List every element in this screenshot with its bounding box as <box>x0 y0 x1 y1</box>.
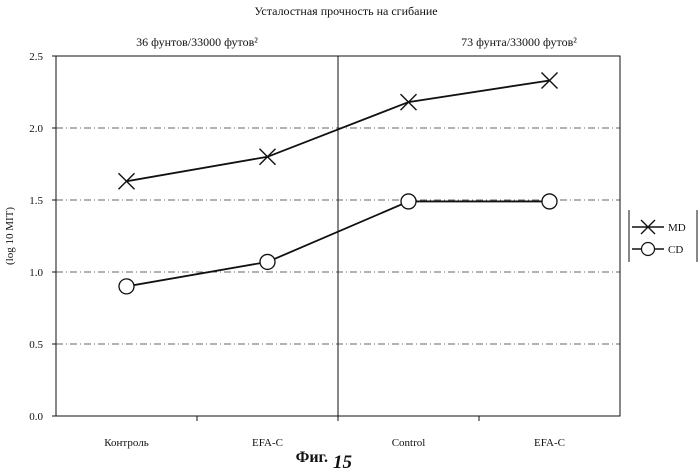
x-tick-label: EFA-C <box>252 437 283 449</box>
axes <box>52 56 620 421</box>
legend-item-cd: CD <box>632 243 683 257</box>
point-cd <box>542 194 557 209</box>
point-cd <box>260 254 275 269</box>
y-tick-label: 1.0 <box>29 267 43 279</box>
x-tick-label: Control <box>392 437 426 449</box>
y-tick-label: 0.5 <box>29 339 43 351</box>
y-tick-label: 0.0 <box>29 411 43 423</box>
legend-item-md: MD <box>632 220 686 234</box>
point-md <box>260 149 276 165</box>
y-tick-labels: 0.0 0.5 1.0 1.5 2.0 2.5 <box>29 51 43 423</box>
legend-label: CD <box>668 244 683 256</box>
x-tick-label: EFA-C <box>534 437 565 449</box>
y-tick-label: 2.0 <box>29 123 43 135</box>
figure-caption-prefix: Фиг. <box>296 449 328 466</box>
legend-label: MD <box>668 222 686 234</box>
x-tick-labels: Контроль EFA-C Control EFA-C <box>104 437 565 449</box>
group-label-right: 73 фунта/33000 футов² <box>461 35 577 49</box>
chart-title: Усталостная прочность на сгибание <box>254 4 437 18</box>
group-label-left: 36 фунтов/33000 футов² <box>136 35 258 49</box>
legend: MD CD <box>629 210 697 262</box>
y-tick-label: 2.5 <box>29 51 43 63</box>
point-md <box>119 173 135 189</box>
figure-caption-number: 15 <box>333 452 353 472</box>
chart: Усталостная прочность на сгибание 36 фун… <box>0 0 699 472</box>
point-cd <box>119 279 134 294</box>
legend-circle-marker <box>642 243 655 256</box>
y-tick-label: 1.5 <box>29 195 43 207</box>
point-cd <box>401 194 416 209</box>
y-axis-label: (log 10 MIT) <box>4 207 16 265</box>
x-tick-label: Контроль <box>104 437 148 449</box>
